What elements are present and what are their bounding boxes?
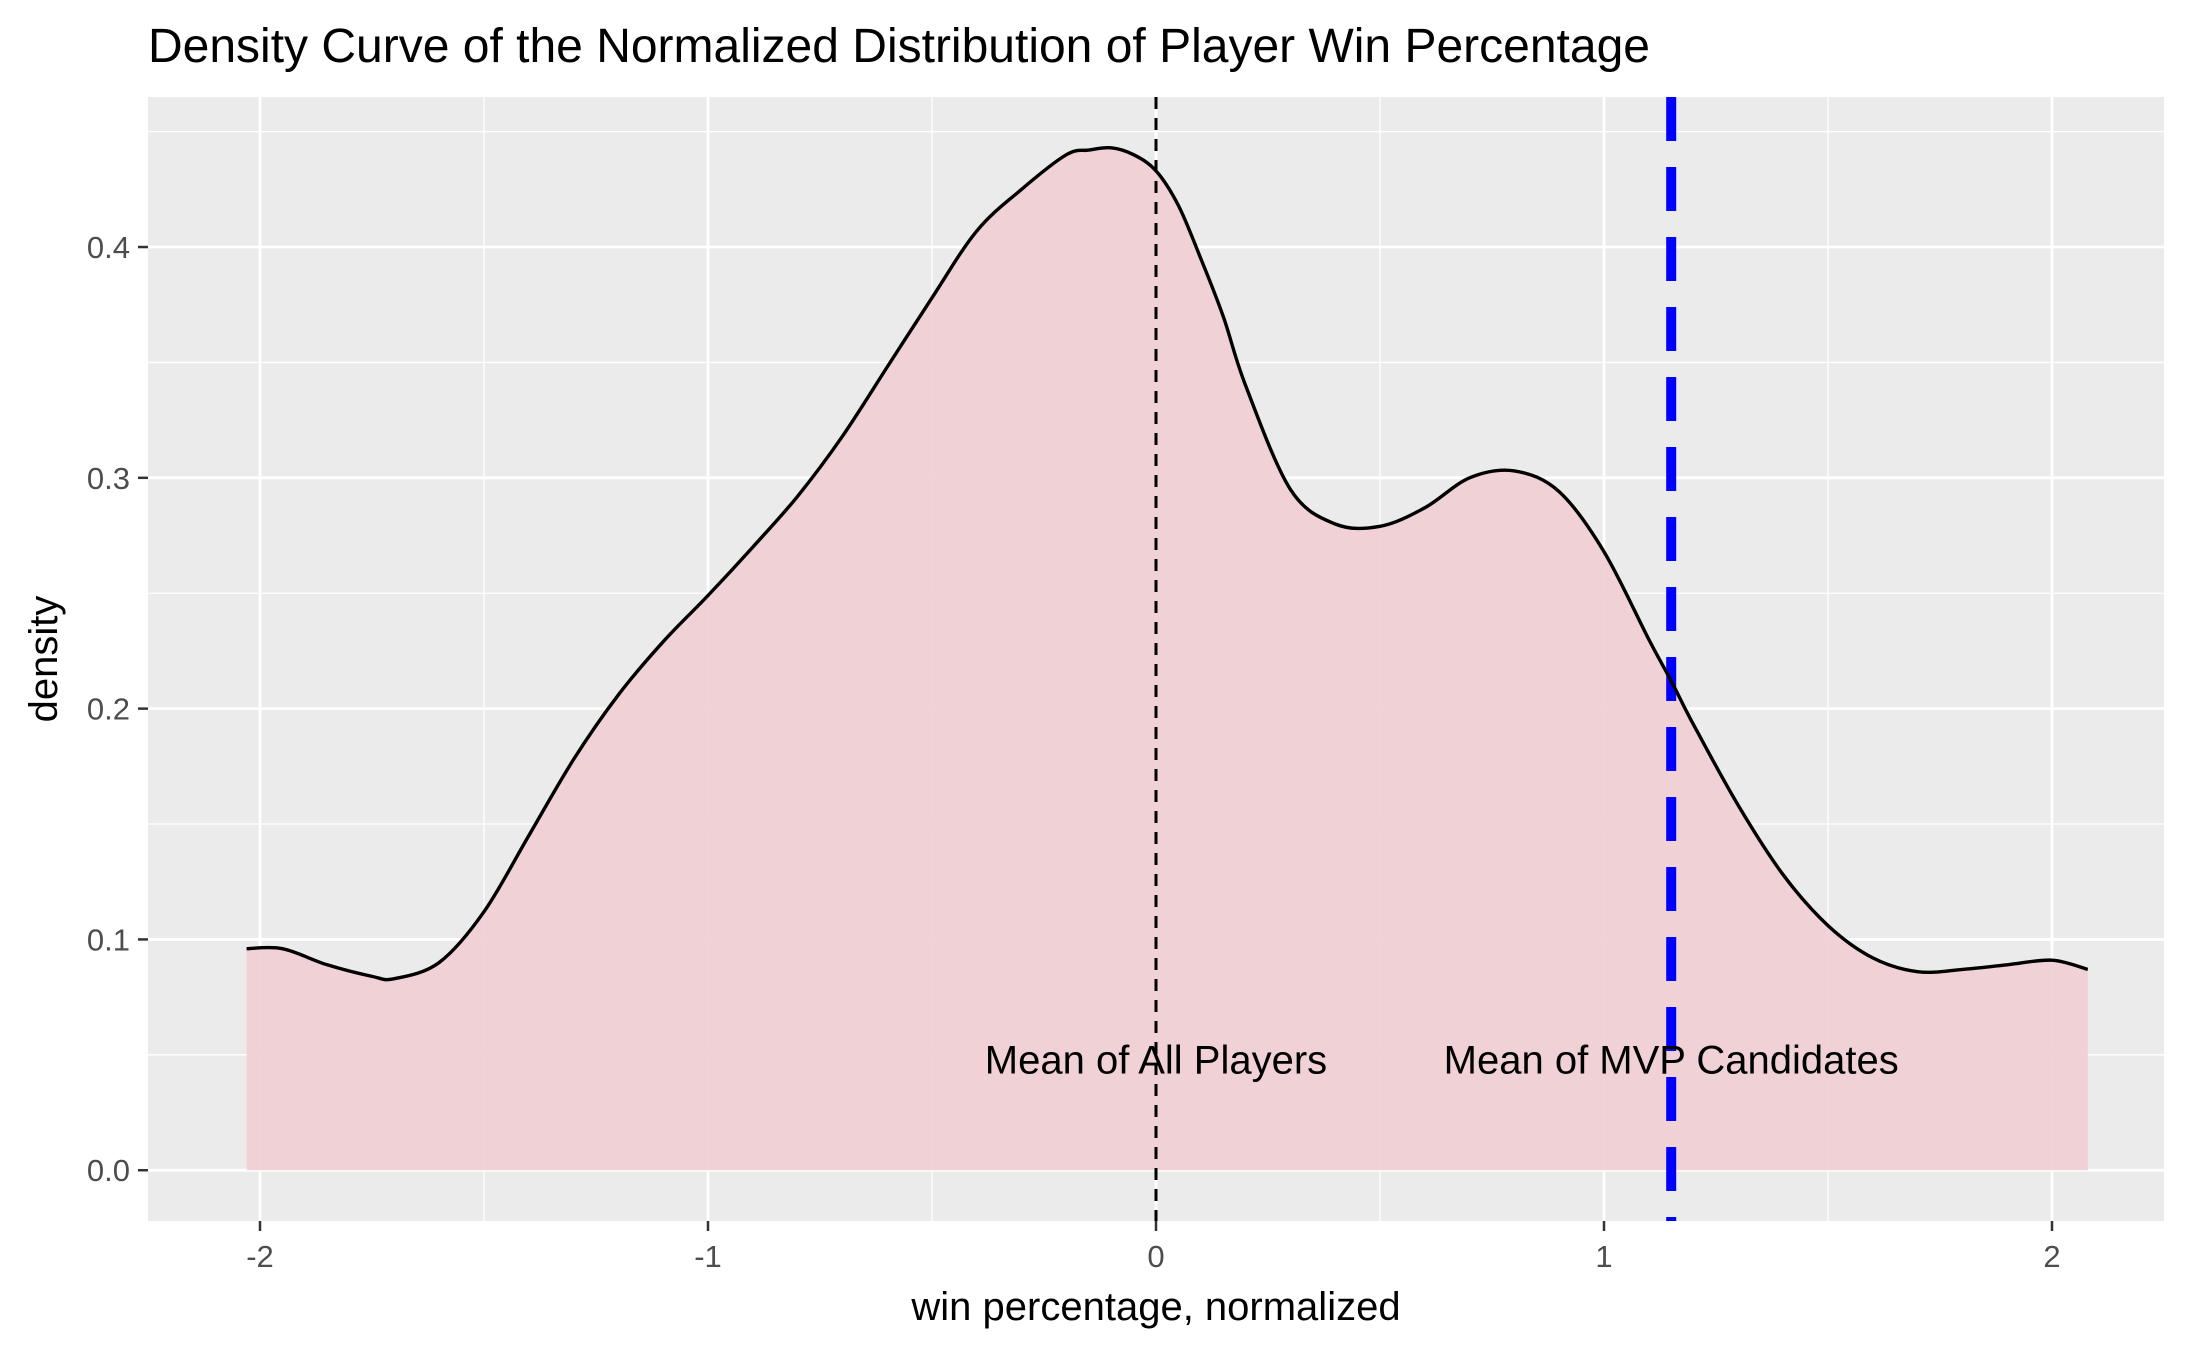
x-tick-label: 2 [2043, 1239, 2060, 1274]
y-tick-label: 0.0 [87, 1153, 130, 1188]
y-tick-label: 0.4 [87, 230, 130, 265]
annotations: Mean of All Players Mean of MVP Candidate… [985, 1038, 1899, 1082]
x-tick-label: -1 [694, 1239, 722, 1274]
density-area-fill [246, 147, 2088, 1171]
y-tick-label: 0.3 [87, 461, 130, 496]
y-axis-ticks: 0.0 0.1 0.2 0.3 0.4 [87, 230, 148, 1188]
chart-title: Density Curve of the Normalized Distribu… [148, 20, 1650, 73]
x-tick-label: 1 [1595, 1239, 1612, 1274]
y-axis-label: density [22, 596, 66, 723]
annotation-mean-mvp-candidates: Mean of MVP Candidates [1444, 1038, 1899, 1082]
x-axis-label: win percentage, normalized [910, 1285, 1400, 1329]
x-tick-label: 0 [1147, 1239, 1164, 1274]
y-tick-label: 0.2 [87, 692, 130, 727]
density-curve-line [246, 145, 2089, 982]
annotation-mean-all-players: Mean of All Players [985, 1038, 1327, 1082]
y-tick-label: 0.1 [87, 922, 130, 957]
x-tick-label: -2 [246, 1239, 274, 1274]
x-axis-ticks: -2 -1 0 1 2 [246, 1221, 2061, 1274]
reference-lines [1154, 97, 1677, 1221]
